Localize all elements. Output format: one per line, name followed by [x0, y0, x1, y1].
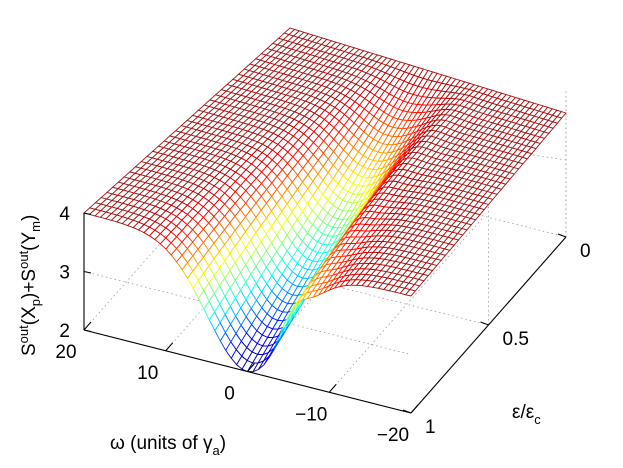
y-tick-label: 0 — [580, 241, 591, 262]
z-tick-label: 2 — [59, 321, 70, 342]
z-tick-mark — [83, 271, 92, 274]
x-axis-label: ω (units of γa) — [110, 433, 226, 458]
surface-mesh — [83, 27, 567, 373]
y-tick-mark — [480, 321, 489, 326]
x-tick-label: 0 — [224, 384, 235, 405]
x-tick-mark — [165, 342, 174, 352]
x-grid-floor — [328, 215, 485, 393]
x-tick-mark — [328, 383, 337, 393]
y-tick-label: 1 — [425, 417, 436, 438]
z-axis-label: Sout(Xp)+Sout(Ym) — [16, 215, 43, 356]
x-tick-label: −10 — [295, 404, 327, 425]
x-tick-label: −20 — [377, 425, 409, 446]
tick-labels: 2 3 4 20 10 0 −10 −20 0 0.5 1 — [55, 204, 590, 446]
z-tick-mark — [83, 212, 92, 215]
y-tick-label: 0.5 — [503, 329, 529, 350]
x-tick-mark — [83, 321, 92, 331]
x-tick-mark — [410, 404, 419, 414]
x-tick-label: 20 — [55, 342, 76, 363]
z-tick-label: 3 — [59, 263, 70, 284]
y-axis-label: ε/εc — [512, 402, 541, 427]
x-tick-label: 10 — [137, 363, 158, 384]
y-tick-mark — [557, 233, 567, 238]
z-tick-label: 4 — [59, 204, 70, 225]
y-tick-mark — [402, 409, 412, 414]
x-tick-mark — [247, 363, 255, 372]
z-tick-mark — [83, 329, 92, 332]
